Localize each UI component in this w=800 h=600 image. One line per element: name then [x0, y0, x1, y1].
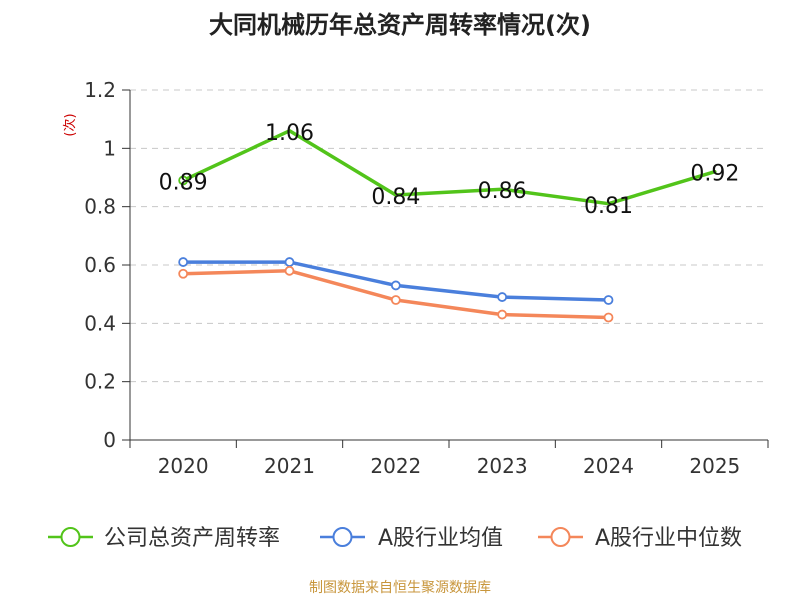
x-tick-label: 2023 [477, 454, 528, 478]
legend-marker [60, 527, 81, 547]
x-tick-label: 2025 [689, 454, 740, 478]
series-line-0 [181, 129, 717, 206]
data-point [178, 257, 189, 267]
series-layer: 0.89 1.06 0.84 0.86 0.81 0.92 [159, 121, 739, 323]
y-tick-label: 0.2 [84, 370, 116, 394]
x-tick-label: 2022 [370, 454, 421, 478]
data-point [390, 295, 401, 305]
legend: 公司总资产周转率 A股行业均值 A股行业中位数 [48, 526, 742, 551]
data-point [497, 309, 508, 320]
data-point [178, 175, 189, 186]
legend-label: A股行业均值 [378, 526, 503, 551]
data-label: 0.89 [159, 170, 208, 195]
y-axis-label: (次) [62, 113, 78, 136]
legend-marker [550, 527, 571, 547]
y-tick-label: 0.4 [84, 311, 116, 335]
data-label: 0.81 [584, 194, 633, 219]
legend-label: A股行业中位数 [595, 526, 742, 551]
data-label: 0.92 [690, 162, 739, 187]
series-line-2 [181, 269, 611, 320]
grid-lines [130, 89, 768, 383]
y-tick-label: 1 [103, 136, 116, 160]
x-tick-label: 2021 [264, 454, 315, 478]
data-point [284, 257, 295, 267]
data-label: 0.86 [478, 179, 527, 204]
data-point [497, 292, 508, 302]
data-point [603, 312, 614, 323]
legend-label: 公司总资产周转率 [104, 526, 280, 551]
legend-marker [332, 527, 353, 547]
data-point [603, 295, 614, 305]
source-note: 制图数据来自恒生聚源数据库 [309, 580, 491, 596]
chart-title: 大同机械历年总资产周转率情况(次) [209, 11, 591, 39]
y-tick-label: 0.8 [84, 195, 116, 219]
data-point [178, 268, 189, 279]
x-tick-label: 2024 [583, 454, 634, 478]
data-point [284, 265, 295, 276]
data-label: 0.84 [371, 185, 420, 210]
y-tick-label: 1.2 [84, 78, 116, 102]
data-point [390, 280, 401, 291]
y-tick-label: 0.6 [84, 253, 116, 277]
y-tick-label: 0 [103, 428, 116, 452]
x-tick-label: 2020 [158, 454, 209, 478]
data-label: 1.06 [265, 121, 314, 146]
